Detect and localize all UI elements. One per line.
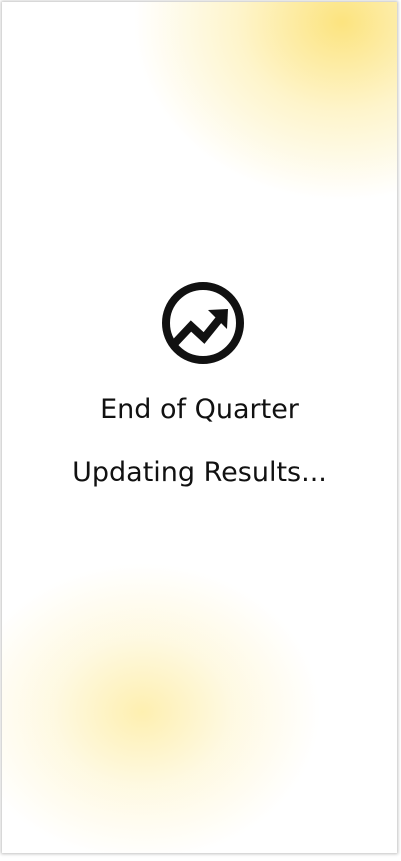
- screen-title: End of Quarter: [100, 394, 299, 425]
- top-glow: [132, 2, 397, 202]
- bottom-glow: [2, 562, 322, 853]
- trending-up-circle-icon: [161, 281, 245, 365]
- status-text: Updating Results...: [72, 457, 327, 488]
- loading-screen: End of Quarter Updating Results...: [2, 2, 397, 853]
